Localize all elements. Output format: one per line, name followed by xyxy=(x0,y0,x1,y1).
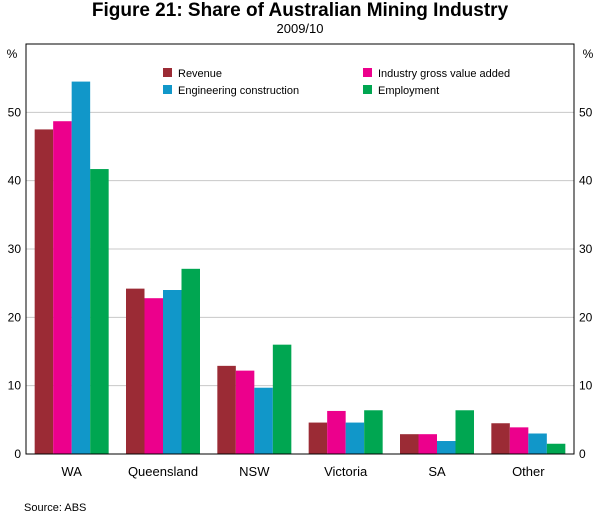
y-tick-label-right: 40 xyxy=(579,174,593,188)
bar xyxy=(308,422,328,454)
bar xyxy=(509,427,529,454)
y-axis-label-left: % xyxy=(7,47,18,61)
y-tick-label-left: 50 xyxy=(8,105,22,119)
bar xyxy=(34,129,54,454)
bar xyxy=(181,268,200,454)
legend: Revenue Industry gross value added Enginee… xyxy=(163,68,510,97)
bar xyxy=(364,410,383,454)
bar xyxy=(400,434,419,454)
bars xyxy=(34,81,566,455)
bar xyxy=(327,410,346,454)
legend-swatch xyxy=(363,68,372,77)
bar xyxy=(235,370,255,454)
legend-swatch xyxy=(163,68,172,77)
legend-swatch xyxy=(363,85,372,94)
x-tick-label: Other xyxy=(512,464,545,479)
y-tick-label-right: 10 xyxy=(579,379,593,393)
bar xyxy=(126,288,145,454)
x-tick-label: Victoria xyxy=(324,464,368,479)
chart-subtitle: 2009/10 xyxy=(276,21,324,36)
bar xyxy=(491,423,510,454)
bar xyxy=(546,443,566,454)
bar xyxy=(217,365,236,454)
bar xyxy=(528,433,547,454)
bar xyxy=(71,81,91,454)
x-tick-label: SA xyxy=(428,464,446,479)
bar xyxy=(90,169,109,455)
y-tick-label-left: 40 xyxy=(8,174,22,188)
legend-label: Employment xyxy=(378,85,439,97)
y-tick-label-right: 20 xyxy=(579,310,593,324)
gridlines xyxy=(26,111,574,387)
bar xyxy=(144,298,163,454)
bar xyxy=(418,434,437,454)
bar xyxy=(455,410,474,454)
y-tick-label-left: 20 xyxy=(8,310,22,324)
y-tick-label-right: 0 xyxy=(579,447,586,461)
x-tick-label: NSW xyxy=(239,464,270,479)
plot-frame xyxy=(25,43,575,455)
bar xyxy=(437,441,456,454)
y-tick-label-right: 50 xyxy=(579,105,593,119)
category-labels: WA Queensland NSW Victoria SA Other xyxy=(61,464,545,479)
y-tick-label-left: 10 xyxy=(8,379,22,393)
bar xyxy=(53,121,72,454)
legend-label: Engineering construction xyxy=(178,85,299,97)
y-tick-label-left: 30 xyxy=(8,242,22,256)
bar xyxy=(345,422,365,454)
bar xyxy=(254,387,273,454)
y-tick-label-right: 30 xyxy=(579,242,593,256)
chart-title: Figure 21: Share of Australian Mining In… xyxy=(91,0,509,21)
bar xyxy=(163,290,182,454)
axis-ticks: 0 0 10 10 20 20 30 30 40 40 50 50 xyxy=(8,105,593,461)
legend-swatch xyxy=(163,85,172,94)
y-tick-label-left: 0 xyxy=(14,447,21,461)
legend-label: Revenue xyxy=(178,68,222,80)
bar xyxy=(272,344,292,454)
source-note: Source: ABS xyxy=(24,502,87,514)
x-tick-label: WA xyxy=(61,464,82,479)
x-tick-label: Queensland xyxy=(128,464,198,479)
y-axis-label-right: % xyxy=(583,47,594,61)
legend-label: Industry gross value added xyxy=(378,68,510,80)
